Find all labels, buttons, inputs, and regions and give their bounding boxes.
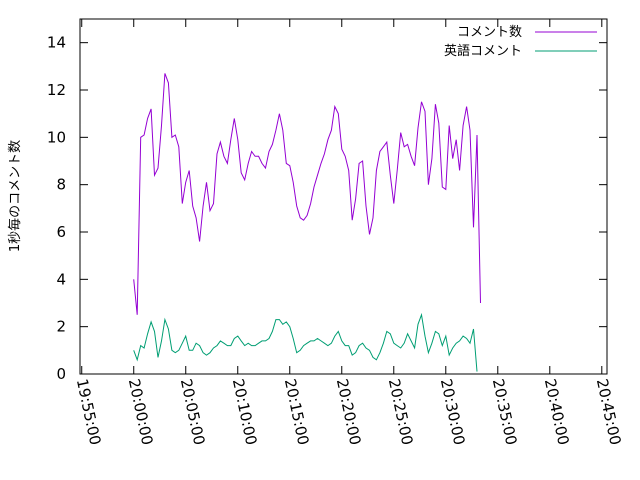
legend-label-comments: コメント数: [457, 25, 522, 40]
y-tick-label: 6: [56, 223, 66, 241]
y-tick-label: 0: [56, 365, 66, 383]
legend: コメント数 英語コメント: [444, 25, 597, 59]
x-tick-label: 20:20:00: [333, 377, 365, 447]
x-tick-label: 20:35:00: [489, 377, 521, 447]
english-comments-series-line: [133, 312, 478, 372]
y-tick-label: 4: [56, 270, 66, 288]
y-tick-label: 12: [47, 81, 66, 99]
y-axis: 0 2 4 6 8 10 12 14: [47, 34, 607, 383]
x-tick-label: 20:00:00: [125, 377, 157, 447]
y-tick-label: 8: [56, 176, 66, 194]
x-tick-label: 20:40:00: [541, 377, 573, 447]
y-axis-label: 1秒毎のコメント数: [7, 140, 23, 252]
x-tick-label: 20:15:00: [281, 377, 313, 447]
x-tick-label: 20:05:00: [177, 377, 209, 447]
y-tick-label: 10: [47, 128, 66, 146]
x-tick-label: 20:45:00: [593, 377, 625, 447]
x-axis: 19:55:00 20:00:00 20:05:00 20:10:00 20:15:00…: [73, 19, 625, 447]
x-tick-label: 19:55:00: [73, 377, 105, 447]
x-tick-label: 20:25:00: [385, 377, 417, 447]
series-group: [133, 73, 481, 372]
legend-label-english-comments: 英語コメント: [444, 43, 522, 59]
comments-series-line: [133, 73, 481, 315]
plot-frame: [79, 18, 608, 375]
y-tick-label: 14: [47, 34, 66, 52]
x-tick-label: 20:10:00: [229, 377, 261, 447]
y-tick-label: 2: [56, 318, 66, 336]
x-tick-label: 20:30:00: [437, 377, 469, 447]
